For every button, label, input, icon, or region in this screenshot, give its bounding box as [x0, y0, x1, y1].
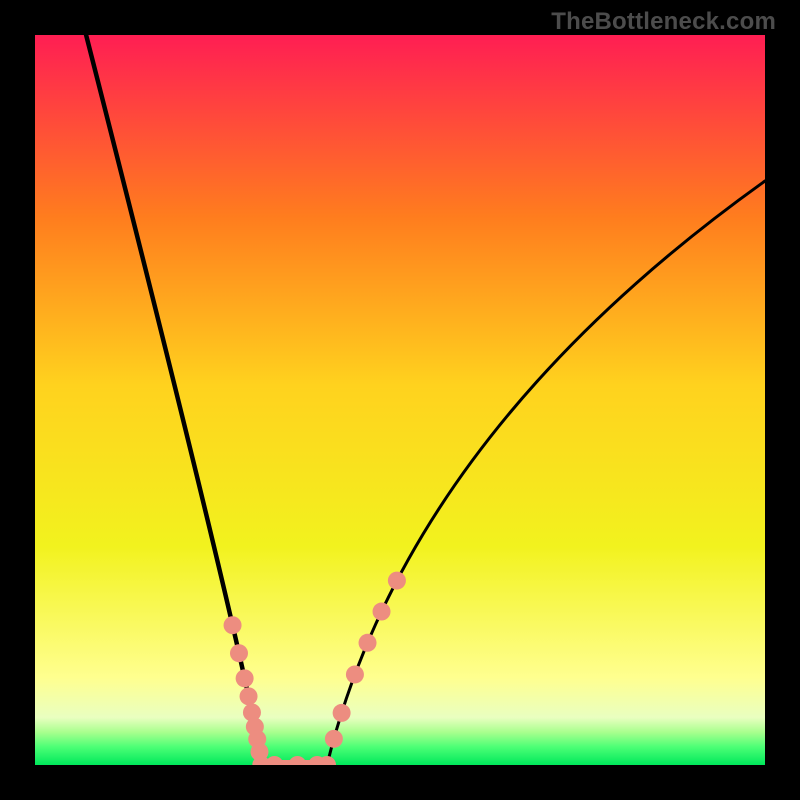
marker-dot — [325, 730, 343, 748]
marker-dot — [373, 603, 391, 621]
stage: TheBottleneck.com — [0, 0, 800, 800]
plot-svg — [35, 35, 765, 765]
bottleneck-gradient-plot — [35, 35, 765, 765]
marker-dot — [236, 669, 254, 687]
marker-dot — [224, 616, 242, 634]
watermark-text: TheBottleneck.com — [551, 8, 776, 36]
marker-dot — [388, 572, 406, 590]
marker-dot — [240, 687, 258, 705]
marker-dot — [333, 704, 351, 722]
marker-dot — [346, 665, 364, 683]
marker-dot — [359, 634, 377, 652]
marker-dot — [230, 644, 248, 662]
gradient-background — [35, 35, 765, 765]
